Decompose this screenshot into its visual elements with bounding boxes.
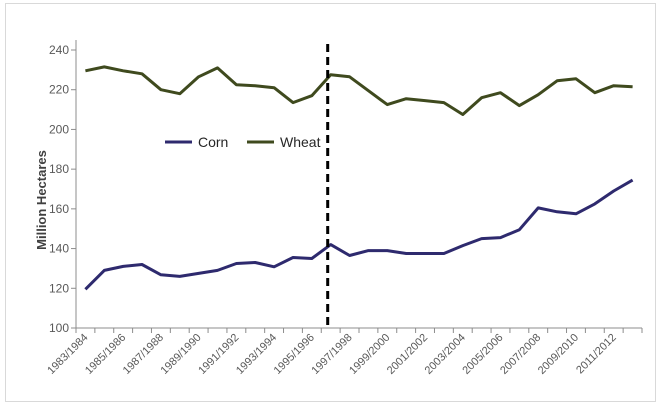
series-line-wheat — [85, 65, 633, 116]
series-line-corn — [84, 178, 634, 291]
y-tick-label: 180 — [49, 162, 69, 176]
y-tick-label: 200 — [49, 122, 69, 136]
y-axis-label: Million Hectares — [34, 150, 49, 250]
y-tick-label: 240 — [49, 43, 69, 57]
legend: Corn Wheat — [165, 134, 321, 150]
y-tick-label: 140 — [49, 242, 69, 256]
legend-label-wheat: Wheat — [280, 134, 321, 150]
x-tick-label: 2011/2012 — [574, 332, 619, 377]
y-axis: 100 120 140 160 180 200 220 240 — [49, 40, 77, 335]
x-tick-label: 2009/2010 — [536, 332, 581, 377]
legend-label-corn: Corn — [198, 134, 228, 150]
y-tick-label: 220 — [49, 83, 69, 97]
series-layer — [84, 65, 634, 291]
y-tick-label: 160 — [49, 202, 69, 216]
y-tick-label: 100 — [49, 321, 69, 335]
y-tick-label: 120 — [49, 281, 69, 295]
x-axis: 1983/19841985/19861987/19881989/19901991… — [45, 327, 643, 377]
